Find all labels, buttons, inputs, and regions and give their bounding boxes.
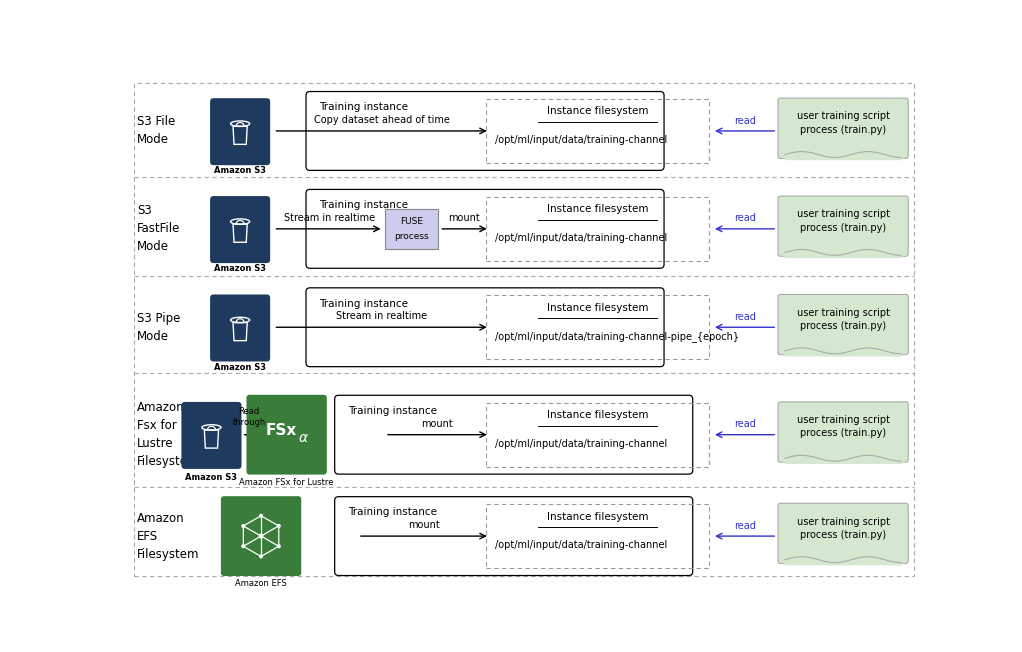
Text: Training instance: Training instance [319, 200, 408, 210]
Text: Stream in realtime: Stream in realtime [284, 213, 375, 223]
Text: read: read [734, 419, 755, 429]
FancyBboxPatch shape [211, 196, 270, 263]
Circle shape [259, 554, 263, 559]
Text: S3
FastFile
Mode: S3 FastFile Mode [137, 204, 181, 254]
FancyBboxPatch shape [334, 497, 693, 576]
FancyBboxPatch shape [778, 98, 909, 158]
FancyBboxPatch shape [778, 503, 909, 563]
Text: α: α [298, 432, 308, 445]
Text: FUSE: FUSE [400, 217, 423, 226]
Text: Instance filesystem: Instance filesystem [547, 303, 648, 313]
FancyBboxPatch shape [306, 190, 664, 268]
FancyBboxPatch shape [385, 209, 437, 249]
Text: read: read [734, 521, 755, 531]
Text: Amazon
Fsx for
Lustre
Filesystem: Amazon Fsx for Lustre Filesystem [137, 401, 199, 468]
Text: Read
through: Read through [232, 407, 266, 427]
FancyBboxPatch shape [246, 394, 327, 475]
Text: /opt/ml/input/data/training-channel: /opt/ml/input/data/training-channel [495, 540, 667, 550]
FancyBboxPatch shape [221, 496, 301, 576]
Text: /opt/ml/input/data/training-channel: /opt/ml/input/data/training-channel [495, 135, 667, 145]
Circle shape [277, 544, 281, 548]
Text: /opt/ml/input/data/training-channel: /opt/ml/input/data/training-channel [495, 439, 667, 449]
Text: Instance filesystem: Instance filesystem [547, 512, 648, 522]
Text: Amazon EFS: Amazon EFS [235, 580, 287, 588]
FancyBboxPatch shape [778, 295, 909, 355]
Text: mount: mount [408, 520, 439, 530]
Text: user training script
process (train.py): user training script process (train.py) [796, 111, 889, 134]
Text: Training instance: Training instance [347, 507, 436, 518]
Text: Amazon S3: Amazon S3 [185, 473, 237, 482]
Circle shape [259, 533, 264, 539]
Text: mount: mount [421, 419, 453, 428]
Text: S3 File
Mode: S3 File Mode [137, 115, 176, 147]
Text: user training script
process (train.py): user training script process (train.py) [796, 415, 889, 438]
Text: FSx: FSx [266, 424, 296, 439]
Bar [485, 295, 709, 359]
Text: read: read [734, 213, 755, 224]
Text: S3 Pipe
Mode: S3 Pipe Mode [137, 312, 181, 343]
Circle shape [277, 524, 281, 528]
Text: user training script
process (train.py): user training script process (train.py) [796, 209, 889, 233]
Text: user training script
process (train.py): user training script process (train.py) [796, 308, 889, 331]
Circle shape [241, 524, 245, 528]
Text: read: read [734, 312, 755, 322]
FancyBboxPatch shape [211, 295, 270, 361]
FancyBboxPatch shape [778, 402, 909, 462]
Text: Amazon
EFS
Filesystem: Amazon EFS Filesystem [137, 512, 199, 561]
Text: mount: mount [449, 213, 480, 223]
Bar [485, 197, 709, 261]
Bar [485, 402, 709, 467]
Bar [485, 504, 709, 569]
Text: user training script
process (train.py): user training script process (train.py) [796, 516, 889, 540]
FancyBboxPatch shape [334, 395, 693, 474]
Text: Instance filesystem: Instance filesystem [547, 410, 648, 420]
Text: Instance filesystem: Instance filesystem [547, 204, 648, 215]
Text: /opt/ml/input/data/training-channel-pipe_{epoch}: /opt/ml/input/data/training-channel-pipe… [495, 331, 739, 342]
FancyBboxPatch shape [306, 288, 664, 366]
Circle shape [259, 514, 263, 518]
Text: /opt/ml/input/data/training-channel: /opt/ml/input/data/training-channel [495, 233, 667, 243]
Text: Amazon S3: Amazon S3 [215, 363, 266, 372]
Text: Training instance: Training instance [319, 102, 408, 112]
Text: Amazon FSx for Lustre: Amazon FSx for Lustre [239, 478, 334, 487]
FancyBboxPatch shape [182, 402, 241, 469]
FancyBboxPatch shape [306, 91, 664, 170]
Circle shape [241, 544, 245, 548]
Text: Amazon S3: Amazon S3 [215, 265, 266, 273]
Text: Training instance: Training instance [319, 299, 408, 308]
FancyBboxPatch shape [778, 196, 909, 256]
Bar [485, 98, 709, 163]
Text: Stream in realtime: Stream in realtime [336, 311, 427, 321]
FancyBboxPatch shape [211, 98, 270, 165]
Text: read: read [734, 115, 755, 126]
Text: Copy dataset ahead of time: Copy dataset ahead of time [314, 115, 450, 125]
Text: process: process [394, 232, 428, 241]
Text: Training instance: Training instance [347, 406, 436, 416]
Text: Instance filesystem: Instance filesystem [547, 106, 648, 117]
Text: Amazon S3: Amazon S3 [215, 166, 266, 175]
